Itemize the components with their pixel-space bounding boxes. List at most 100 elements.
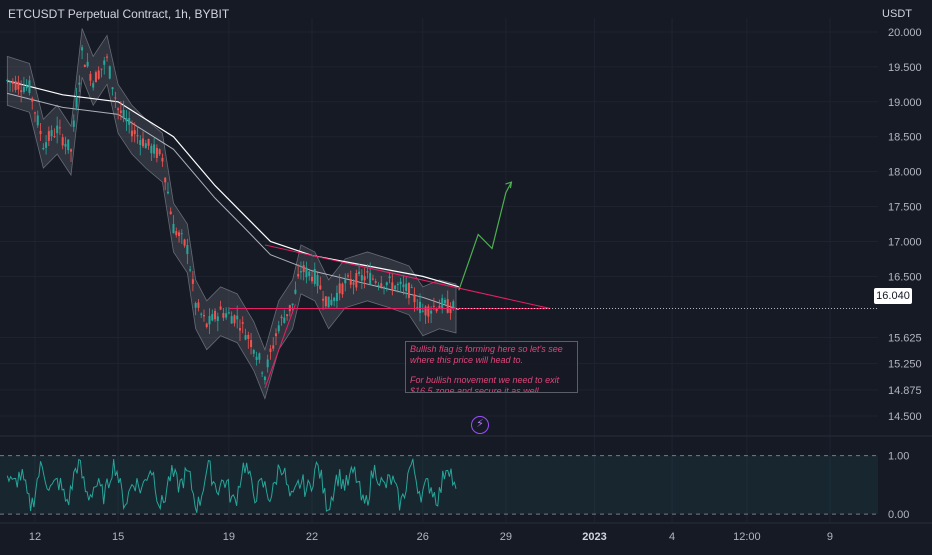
candle-body	[280, 316, 283, 319]
candle-body	[302, 265, 305, 273]
candle-body	[28, 80, 31, 93]
candle-body	[363, 276, 366, 281]
candle-body	[214, 310, 217, 320]
candle-body	[122, 109, 125, 118]
candle-body	[402, 284, 405, 288]
candle-body	[89, 73, 92, 81]
candle-body	[200, 313, 203, 315]
candle-body	[383, 286, 386, 289]
candle-body	[377, 284, 380, 286]
candle-body	[322, 298, 325, 301]
candle-body	[335, 292, 338, 302]
candle-body	[31, 98, 34, 102]
time-tick-label: 22	[306, 531, 318, 543]
candle-body	[72, 120, 75, 127]
candle-body	[272, 345, 275, 349]
candle-body	[130, 130, 133, 137]
candle-body	[388, 276, 391, 279]
last-price-badge: 16.040	[874, 288, 912, 304]
candle-body	[269, 348, 272, 352]
candle-body	[277, 325, 280, 332]
candle-body	[299, 271, 302, 273]
candle-body	[64, 143, 67, 147]
candle-body	[360, 274, 363, 281]
candle-body	[36, 115, 39, 126]
price-tick-label: 17.000	[888, 236, 922, 248]
candle-body	[133, 130, 136, 135]
candle-body	[225, 313, 228, 318]
candle-body	[197, 302, 200, 308]
candle-body	[25, 86, 28, 89]
candle-body	[208, 315, 211, 325]
candle-body	[47, 131, 50, 141]
currency-label: USDT	[882, 8, 912, 20]
note-line-1: Bullish flag is forming here so let's se…	[410, 344, 563, 365]
candle-body	[175, 231, 178, 236]
candle-body	[410, 287, 413, 289]
time-tick-label: 9	[827, 531, 833, 543]
price-tick-label: 20.000	[888, 27, 922, 39]
price-tick-label: 18.500	[888, 132, 922, 144]
candle-body	[291, 303, 294, 306]
price-tick-label: 18.000	[888, 167, 922, 179]
candle-body	[34, 112, 36, 114]
candle-body	[352, 282, 355, 285]
flagpole-line	[264, 304, 296, 389]
candle-body	[216, 316, 219, 321]
oscillator-tick-label: 1.00	[888, 451, 909, 463]
candle-body	[419, 301, 422, 313]
candle-body	[330, 299, 333, 306]
candle-body	[261, 372, 264, 374]
candle-body	[219, 306, 222, 310]
candle-body	[297, 273, 300, 277]
candle-body	[266, 359, 269, 368]
candle-body	[189, 269, 192, 271]
candle-body	[180, 233, 183, 235]
lightning-icon[interactable]: ⚡	[471, 416, 489, 434]
candle-body	[125, 118, 128, 122]
candle-body	[9, 81, 12, 83]
candle-body	[78, 82, 81, 85]
candle-body	[394, 285, 397, 290]
candle-body	[427, 306, 430, 317]
candle-body	[421, 310, 424, 312]
candle-body	[58, 127, 61, 129]
price-tick-label: 19.500	[888, 62, 922, 74]
candle-body	[161, 157, 164, 162]
candle-body	[169, 211, 172, 215]
candle-body	[449, 308, 452, 314]
candle-body	[158, 149, 161, 155]
price-tick-label: 15.625	[888, 332, 922, 344]
candle-body	[313, 269, 316, 284]
candle-body	[147, 138, 150, 146]
oscillator-band-fill	[0, 455, 878, 515]
candle-body	[166, 191, 169, 194]
candle-body	[430, 310, 433, 314]
price-tick-label: 17.500	[888, 202, 922, 214]
candle-body	[369, 272, 372, 285]
candle-body	[294, 289, 297, 294]
candle-body	[111, 87, 114, 90]
annotation-note[interactable]: Bullish flag is forming here so let's se…	[405, 341, 578, 393]
candle-body	[308, 271, 311, 276]
candle-body	[186, 245, 189, 255]
candle-body	[338, 283, 341, 294]
candle-body	[358, 271, 361, 274]
candle-body	[252, 350, 255, 354]
note-line-2: For bullish movement we need to exit $16…	[410, 375, 560, 393]
candle-body	[396, 283, 399, 285]
time-tick-label: 15	[112, 531, 124, 543]
candle-body	[233, 315, 236, 324]
candle-body	[311, 276, 313, 282]
moving-average-line-2	[7, 92, 459, 311]
candle-body	[274, 333, 277, 337]
time-tick-label: 26	[417, 531, 429, 543]
candle-body	[81, 47, 84, 51]
bollinger-band	[6, 28, 457, 400]
candle-body	[316, 275, 319, 286]
candle-body	[194, 302, 197, 308]
time-tick-label: 29	[500, 531, 512, 543]
candle-body	[100, 68, 103, 70]
